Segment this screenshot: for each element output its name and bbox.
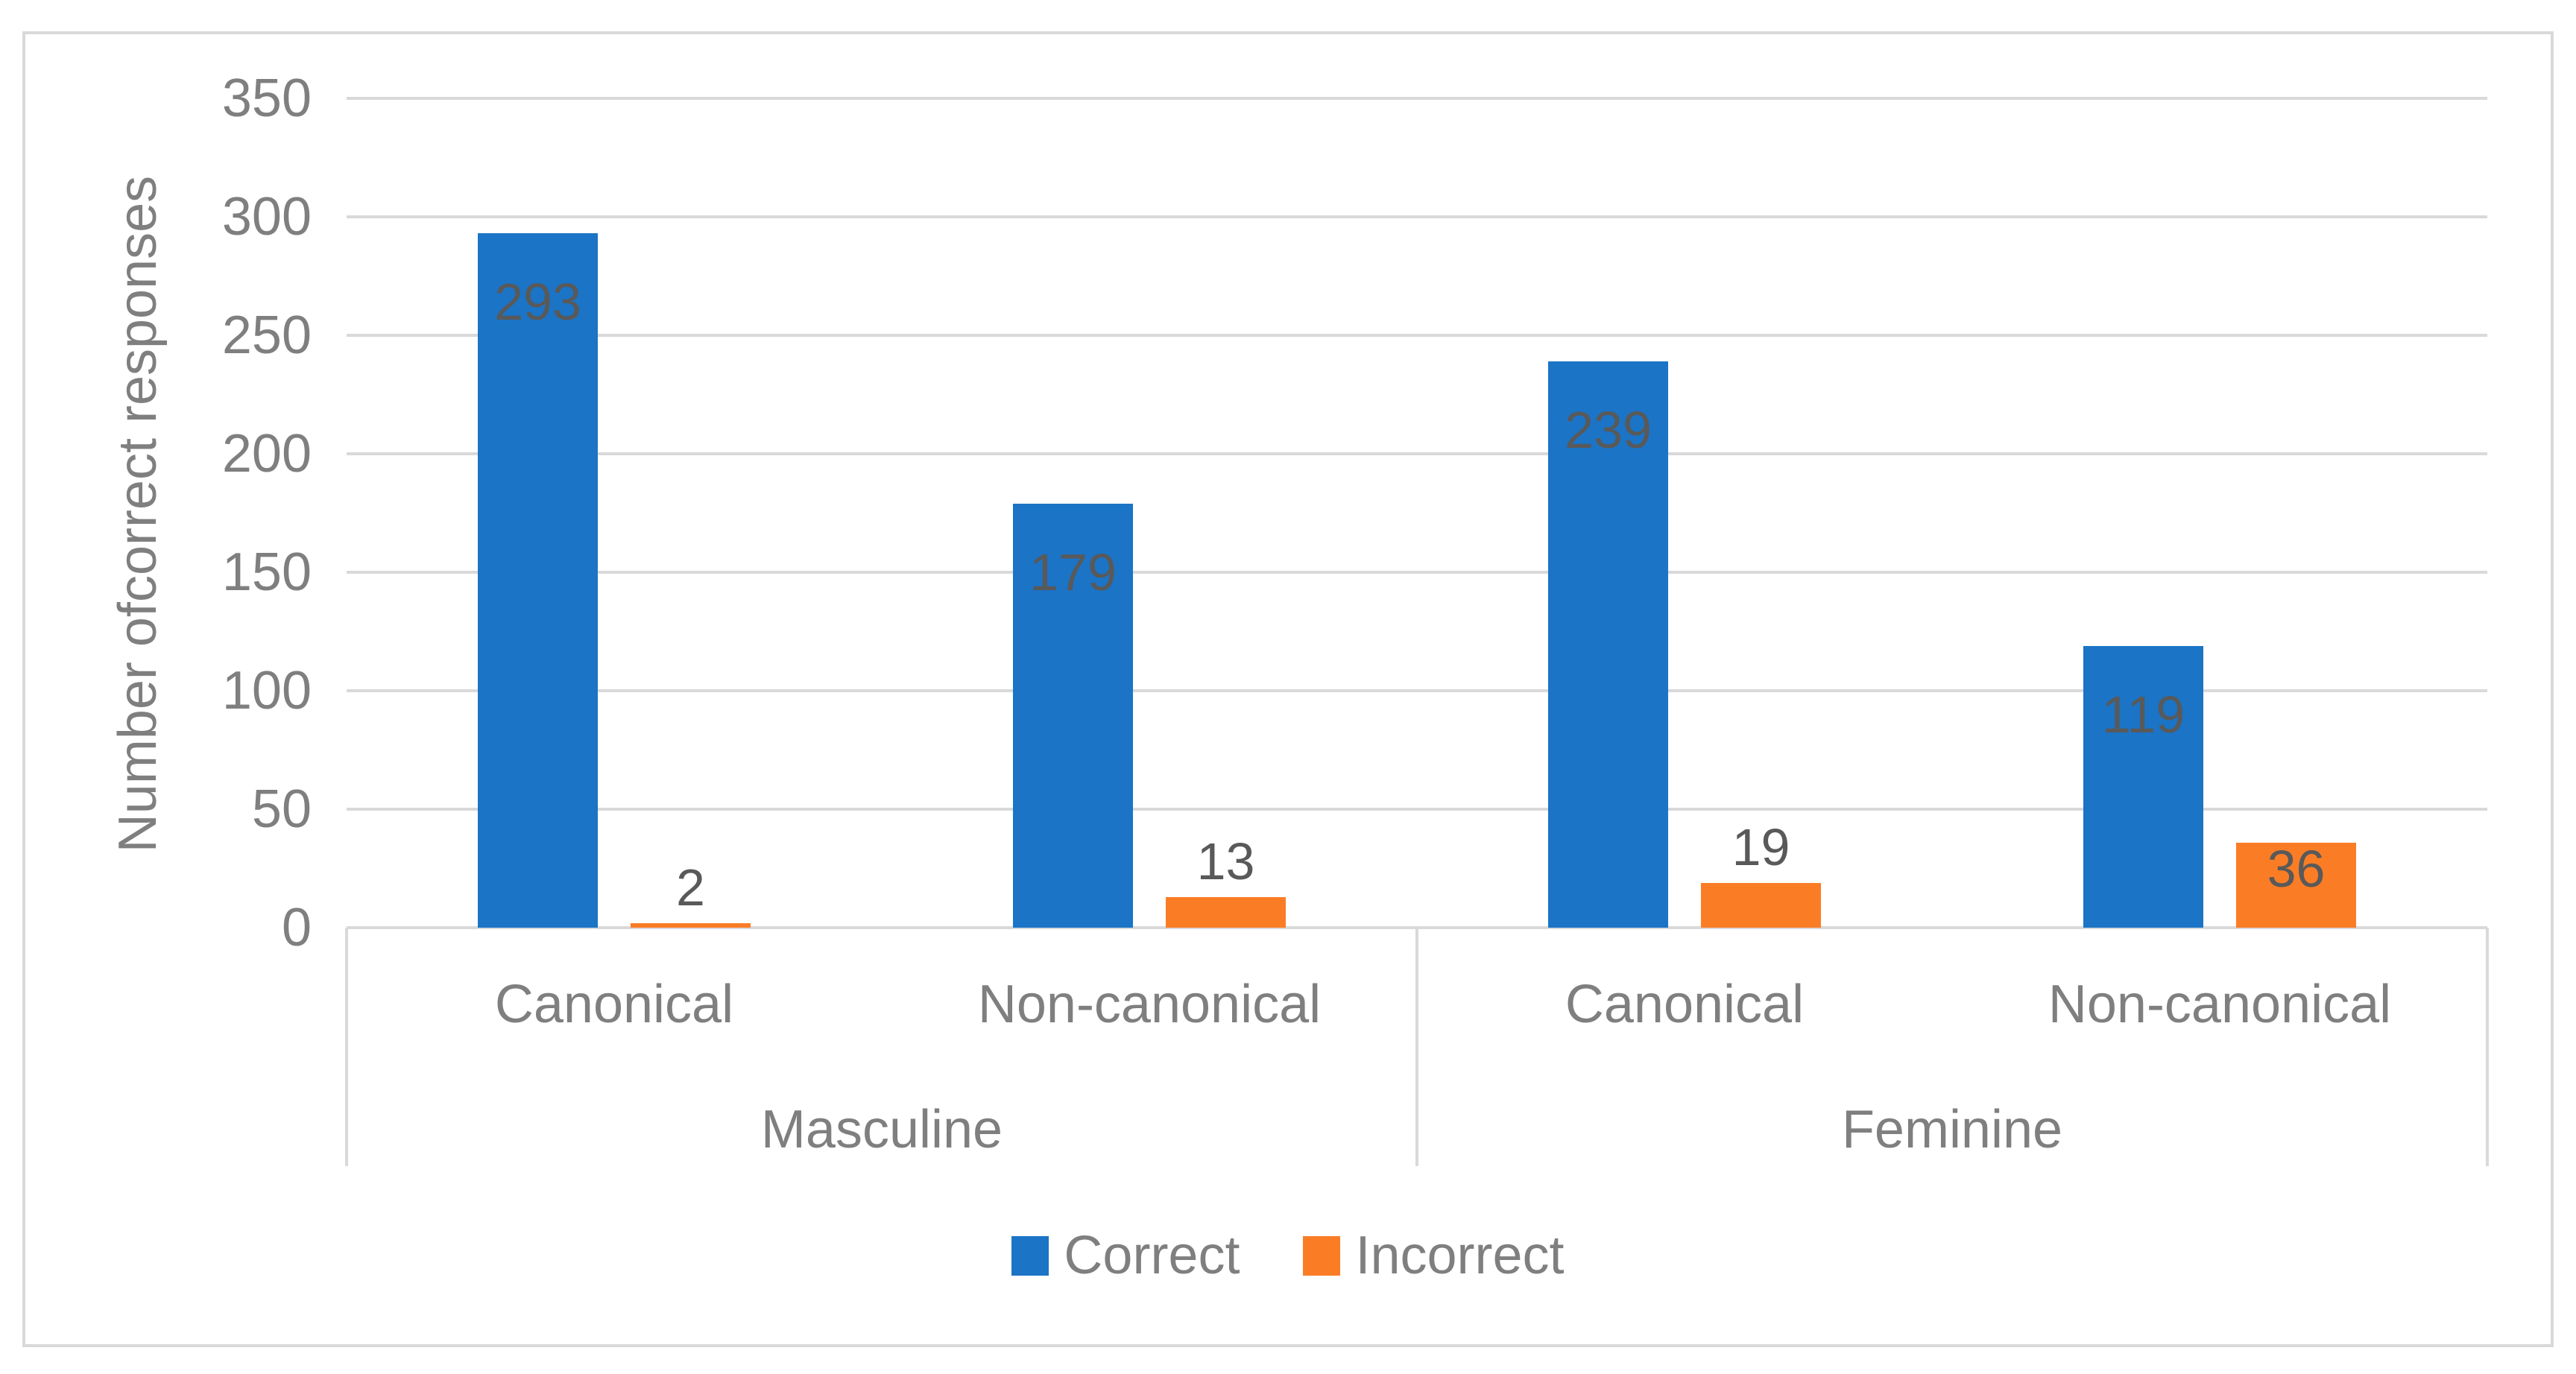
- bar-correct-0: [478, 233, 598, 928]
- category-label-canonical: Canonical: [494, 975, 734, 1034]
- legend-label-incorrect: Incorrect: [1355, 1226, 1565, 1285]
- bar-incorrect-1: [1166, 896, 1286, 928]
- y-tick-label-150: 150: [221, 542, 312, 602]
- legend-item-correct: Correct: [1011, 1222, 1240, 1289]
- data-label-incorrect-3: 36: [2267, 839, 2326, 898]
- category-label-non-canonical: Non-canonical: [2048, 975, 2392, 1034]
- y-tick-label-0: 0: [281, 898, 312, 957]
- category-axis-separator-1: [1415, 928, 1418, 1166]
- bar-incorrect-2: [1701, 882, 1821, 928]
- y-tick-label-350: 350: [221, 69, 312, 128]
- bar-correct-2: [1548, 361, 1668, 928]
- gridline-350: [347, 97, 2487, 100]
- y-tick-label-300: 300: [221, 187, 312, 247]
- gridline-150: [347, 571, 2487, 574]
- gridline-50: [347, 808, 2487, 811]
- data-label-correct-1: 179: [1029, 542, 1117, 601]
- data-label-incorrect-2: 19: [1731, 817, 1790, 876]
- bar-incorrect-3: [2236, 842, 2356, 928]
- gridline-300: [347, 215, 2487, 218]
- data-label-incorrect-1: 13: [1196, 832, 1255, 890]
- legend-item-incorrect: Incorrect: [1303, 1222, 1565, 1289]
- category-label-canonical: Canonical: [1565, 975, 1805, 1034]
- bar-correct-1: [1013, 503, 1133, 928]
- data-label-correct-0: 293: [494, 273, 581, 332]
- data-label-correct-3: 119: [2101, 685, 2185, 744]
- y-tick-label-100: 100: [221, 661, 312, 721]
- y-tick-label-250: 250: [221, 305, 312, 365]
- legend-swatch-correct-icon: [1011, 1235, 1049, 1276]
- group-label-masculine: Masculine: [760, 1100, 1003, 1159]
- y-tick-label-200: 200: [221, 424, 312, 484]
- bar-correct-3: [2083, 645, 2203, 928]
- category-label-non-canonical: Non-canonical: [977, 975, 1322, 1034]
- legend-label-correct: Correct: [1064, 1226, 1240, 1285]
- category-axis-separator-2: [2486, 928, 2489, 1166]
- group-label-feminine: Feminine: [1841, 1100, 2063, 1159]
- y-tick-label-50: 50: [251, 779, 312, 839]
- gridline-100: [347, 689, 2487, 692]
- category-axis-separator-0: [345, 928, 348, 1166]
- gridline-250: [347, 334, 2487, 337]
- data-label-incorrect-0: 2: [676, 858, 705, 916]
- bar-incorrect-0: [631, 922, 751, 928]
- legend-swatch-incorrect-icon: [1303, 1235, 1341, 1276]
- data-label-correct-2: 239: [1565, 400, 1652, 459]
- legend: Correct Incorrect: [0, 1222, 2576, 1289]
- gridline-200: [347, 452, 2487, 455]
